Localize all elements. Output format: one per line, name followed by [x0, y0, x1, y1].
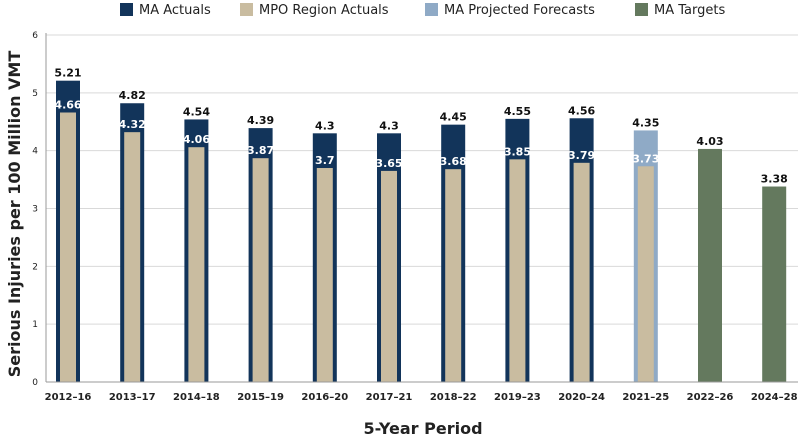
x-tick-label: 2020–24	[558, 392, 605, 403]
bar-mpo	[60, 112, 76, 382]
legend-item: MA Targets	[635, 3, 725, 18]
bar-mpo	[573, 162, 590, 382]
y-axis-title: Serious Injuries per 100 Million VMT	[5, 51, 24, 378]
y-tick-label: 4	[32, 147, 38, 157]
bar-ma	[698, 148, 722, 382]
bar-mpo	[316, 168, 333, 382]
bar-value-label: 4.39	[247, 114, 274, 127]
y-tick-label: 5	[32, 89, 38, 99]
x-tick-label: 2015–19	[237, 392, 284, 403]
y-tick-label: 2	[32, 262, 38, 272]
bar-value-label-inner: 3.87	[247, 144, 274, 157]
x-tick-label: 2016–20	[301, 392, 348, 403]
x-tick-label: 2012–16	[45, 392, 92, 403]
bar-mpo	[124, 132, 141, 382]
bar-value-label: 4.55	[504, 105, 531, 118]
bar-value-label: 4.56	[568, 104, 595, 117]
legend-label: MA Targets	[654, 3, 725, 18]
bar-value-label: 4.45	[440, 111, 467, 124]
bar-value-label: 4.3	[315, 119, 335, 132]
bar-value-label-inner: 3.7	[315, 154, 335, 167]
y-tick-label: 1	[32, 320, 38, 330]
bar-value-label: 4.54	[183, 105, 210, 118]
bar-ma	[762, 186, 787, 382]
bar-value-label-inner: 3.65	[375, 157, 402, 170]
legend: MA Actuals MPO Region Actuals MA Projected…	[120, 3, 725, 18]
x-tick-label: 2019–23	[494, 392, 541, 403]
gridlines	[46, 34, 798, 325]
bar-value-label: 4.82	[119, 89, 146, 102]
data-labels: 5.21 4.82 4.54 4.39 4.3 4.3 4.45 4.55 4.56 4.35 4.…	[54, 67, 787, 186]
bar-value-label-inner: 4.32	[119, 118, 146, 131]
bar-value-label-inner: 3.68	[440, 155, 467, 168]
x-tick-label: 2017–21	[366, 392, 413, 403]
bar-mpo	[445, 169, 462, 382]
x-tick-label: 2018–22	[430, 392, 477, 403]
bar-value-label: 4.3	[379, 119, 399, 132]
legend-label: MPO Region Actuals	[259, 3, 389, 18]
bar-mpo	[637, 166, 654, 382]
bar-mpo	[509, 159, 526, 382]
legend-item: MA Actuals	[120, 3, 211, 18]
x-axis-title: 5-Year Period	[363, 419, 482, 438]
x-tick-label: 2021–25	[622, 392, 669, 403]
x-tick-label: 2013–17	[109, 392, 156, 403]
bar-value-label-inner: 3.85	[504, 145, 531, 158]
x-tick-label: 2024–28	[751, 392, 798, 403]
legend-label: MA Projected Forecasts	[444, 3, 595, 18]
bar-mpo	[188, 147, 205, 382]
axes: 0 1 2 3 4 5 6 2012–16 2013–17 2014–18 2015–19 2016–…	[32, 31, 798, 403]
x-tick-label: 2014–18	[173, 392, 220, 403]
bar-value-label: 4.35	[632, 116, 659, 129]
bars	[56, 80, 787, 383]
bar-value-label-inner: 4.06	[183, 133, 210, 146]
bar-mpo	[252, 158, 269, 382]
legend-swatch	[425, 3, 438, 16]
bar-value-label-inner: 4.66	[54, 98, 81, 111]
x-tick-label: 2022–26	[687, 392, 734, 403]
legend-item: MPO Region Actuals	[240, 3, 389, 18]
legend-item: MA Projected Forecasts	[425, 3, 595, 18]
y-tick-label: 6	[32, 31, 38, 41]
bar-value-label: 3.38	[761, 173, 788, 186]
bar-value-label-inner: 3.73	[632, 152, 659, 165]
legend-swatch	[120, 3, 133, 16]
legend-swatch	[635, 3, 648, 16]
y-tick-label: 0	[32, 378, 38, 388]
bar-mpo	[381, 170, 397, 382]
bar-value-label-inner: 3.79	[568, 149, 595, 162]
bar-value-label: 4.03	[696, 135, 723, 148]
bar-value-label: 5.21	[54, 67, 81, 80]
legend-label: MA Actuals	[139, 3, 211, 18]
legend-swatch	[240, 3, 253, 16]
y-tick-label: 3	[32, 205, 38, 215]
